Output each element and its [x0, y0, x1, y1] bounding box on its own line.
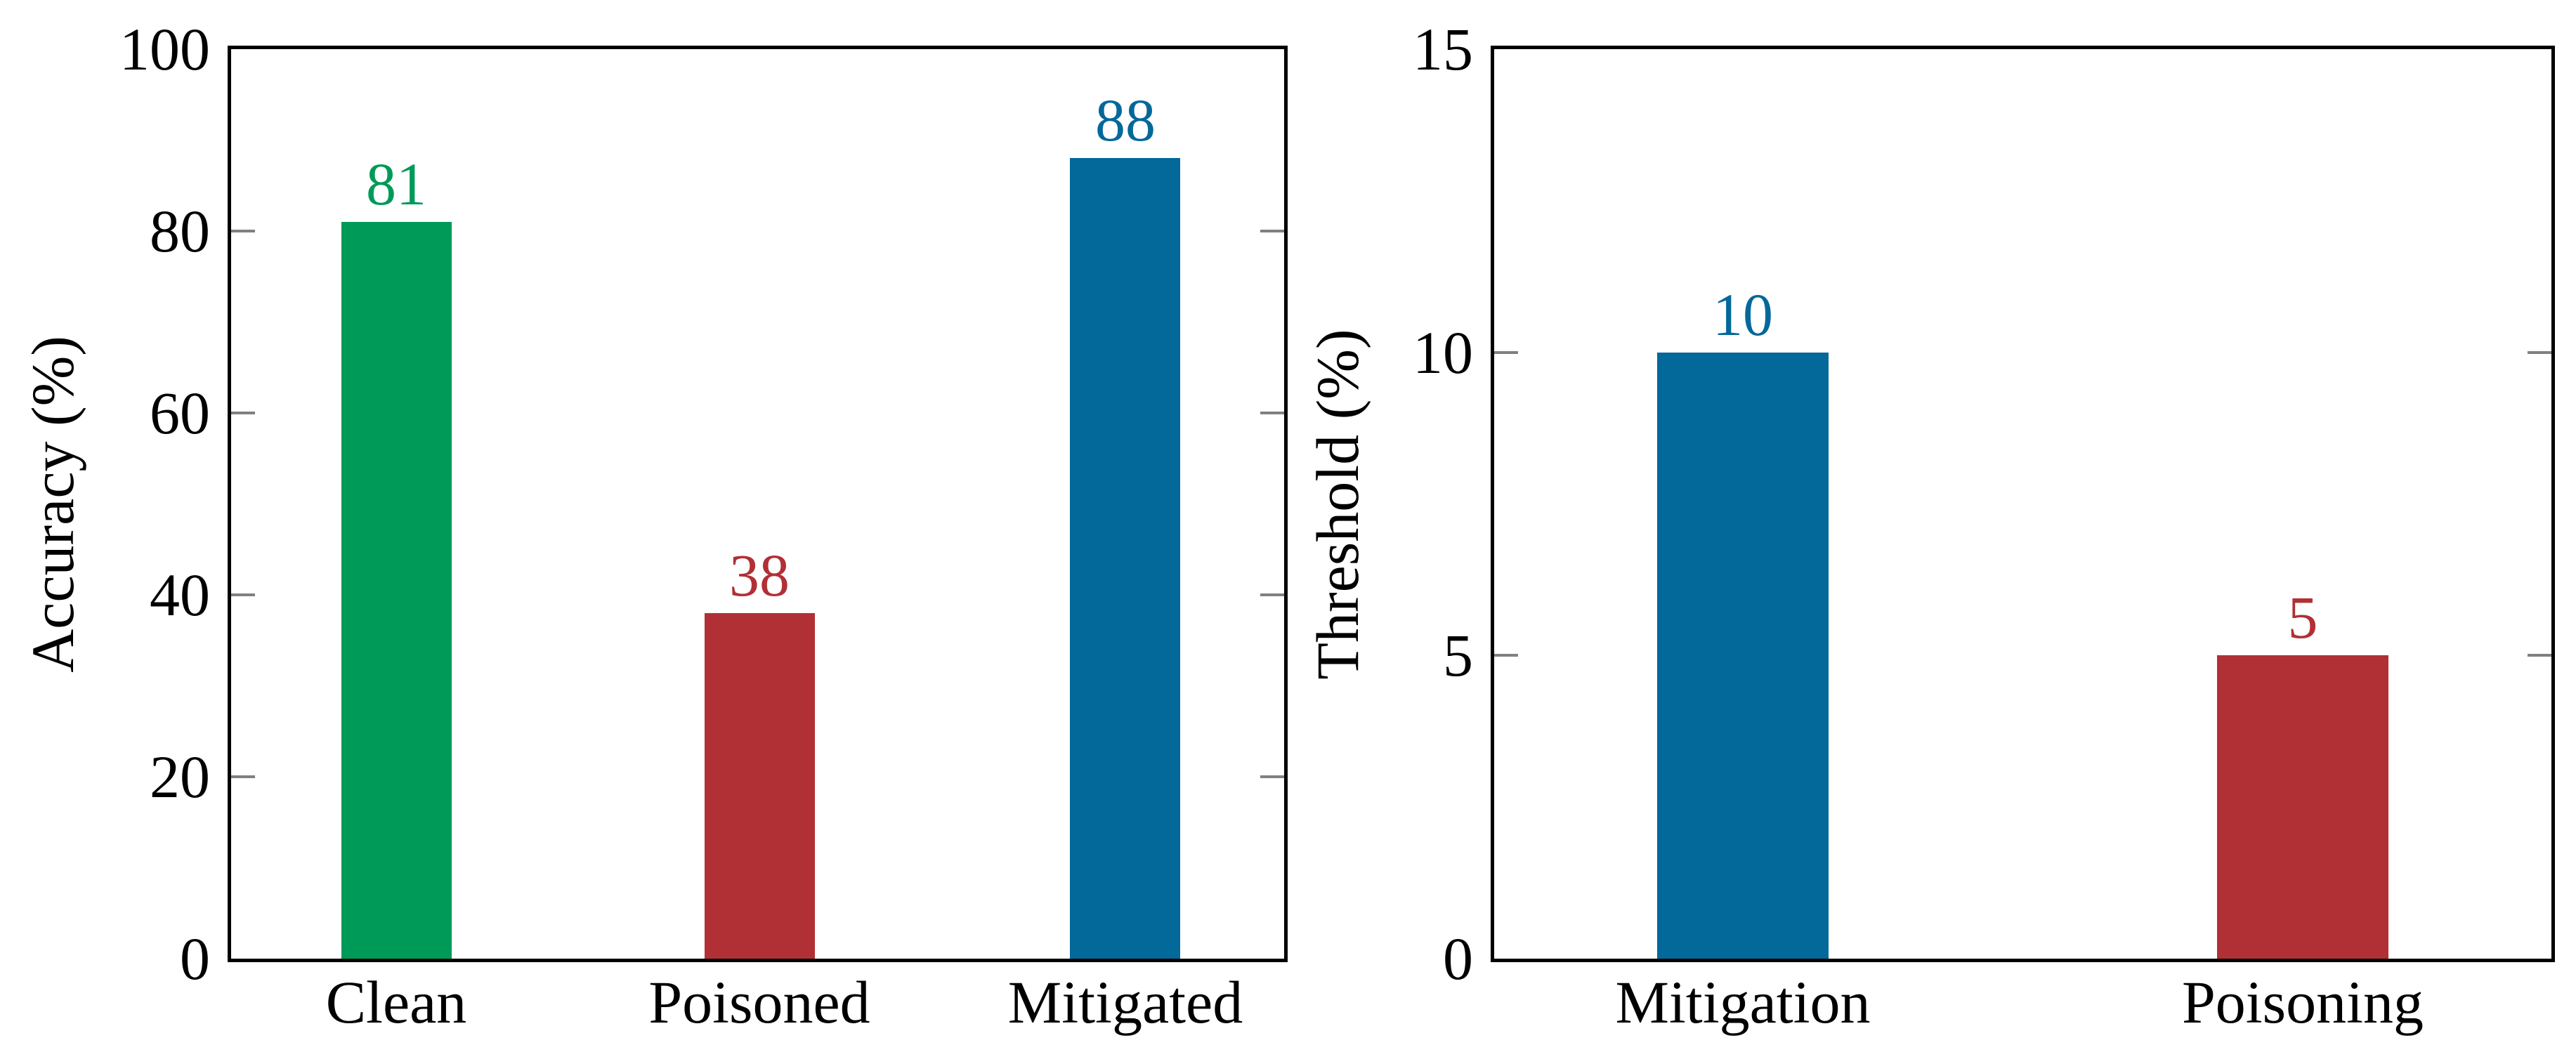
y-major-tick-left: [231, 593, 255, 596]
y-tick-label: 15: [1413, 15, 1473, 83]
bar-clean: [341, 222, 452, 959]
y-tick-label: 60: [150, 379, 210, 447]
bar-value-label: 38: [729, 541, 790, 609]
x-category-label: Clean: [325, 968, 467, 1036]
x-category-label: Mitigation: [1615, 968, 1871, 1036]
bar-mitigation: [1657, 353, 1829, 959]
y-tick-label: 5: [1443, 622, 1473, 689]
y-axis-title: Accuracy (%): [19, 336, 86, 673]
y-tick-label: 100: [119, 15, 210, 83]
y-major-tick-left: [1494, 654, 1518, 657]
bar-value-label: 5: [2287, 584, 2318, 651]
bar-poisoning: [2217, 655, 2388, 959]
y-major-tick-left: [231, 230, 255, 232]
y-tick-label: 20: [150, 743, 210, 810]
y-tick-label: 10: [1413, 319, 1473, 386]
y-major-tick-right: [1260, 230, 1284, 232]
bar-value-label: 88: [1095, 86, 1156, 154]
plot-area: [228, 46, 1288, 962]
y-major-tick-right: [2528, 654, 2551, 657]
plot-area: [1491, 46, 2555, 962]
bar-value-label: 10: [1713, 281, 1773, 348]
plot-inner: [231, 49, 1284, 959]
bar-mitigated: [1070, 158, 1180, 959]
x-category-label: Poisoned: [648, 968, 870, 1036]
y-major-tick-left: [1494, 351, 1518, 354]
y-major-tick-right: [1260, 412, 1284, 414]
plot-inner: [1494, 49, 2551, 959]
x-category-label: Mitigated: [1007, 968, 1243, 1036]
y-tick-label: 0: [180, 925, 210, 992]
y-major-tick-left: [231, 775, 255, 778]
y-major-tick-left: [231, 412, 255, 414]
bar-value-label: 81: [366, 150, 426, 218]
y-axis-title: Threshold (%): [1304, 329, 1371, 680]
bar-poisoned: [705, 613, 815, 959]
y-major-tick-right: [1260, 775, 1284, 778]
y-tick-label: 80: [150, 197, 210, 265]
y-major-tick-right: [2528, 351, 2551, 354]
x-category-label: Poisoning: [2181, 968, 2424, 1036]
y-tick-label: 0: [1443, 925, 1473, 992]
y-major-tick-right: [1260, 593, 1284, 596]
y-tick-label: 40: [150, 561, 210, 629]
